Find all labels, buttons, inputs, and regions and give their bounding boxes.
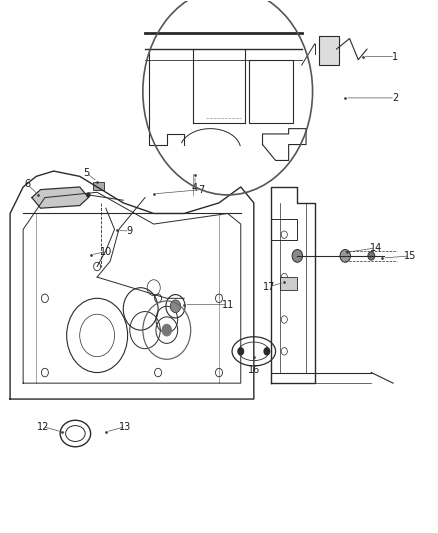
Text: 7: 7 — [198, 184, 205, 195]
Text: 13: 13 — [119, 422, 131, 432]
Polygon shape — [32, 187, 88, 208]
Circle shape — [368, 252, 375, 260]
FancyBboxPatch shape — [319, 36, 339, 65]
Text: 5: 5 — [83, 168, 89, 177]
Circle shape — [340, 249, 350, 262]
Text: 11: 11 — [222, 300, 234, 310]
Text: 2: 2 — [392, 93, 399, 103]
Text: 1: 1 — [392, 52, 398, 61]
Circle shape — [237, 347, 244, 356]
FancyBboxPatch shape — [280, 277, 297, 290]
Circle shape — [170, 300, 181, 313]
FancyBboxPatch shape — [93, 182, 104, 190]
Text: 15: 15 — [404, 251, 417, 261]
Circle shape — [292, 249, 303, 262]
Text: 17: 17 — [263, 281, 275, 292]
Text: 6: 6 — [25, 179, 31, 189]
Circle shape — [162, 324, 172, 336]
Text: 14: 14 — [370, 243, 382, 253]
Circle shape — [86, 192, 91, 198]
Text: 16: 16 — [248, 365, 260, 375]
Text: 9: 9 — [127, 226, 133, 236]
Text: 10: 10 — [100, 247, 112, 257]
Text: 12: 12 — [36, 422, 49, 432]
Circle shape — [263, 347, 270, 356]
Text: 4: 4 — [192, 183, 198, 193]
